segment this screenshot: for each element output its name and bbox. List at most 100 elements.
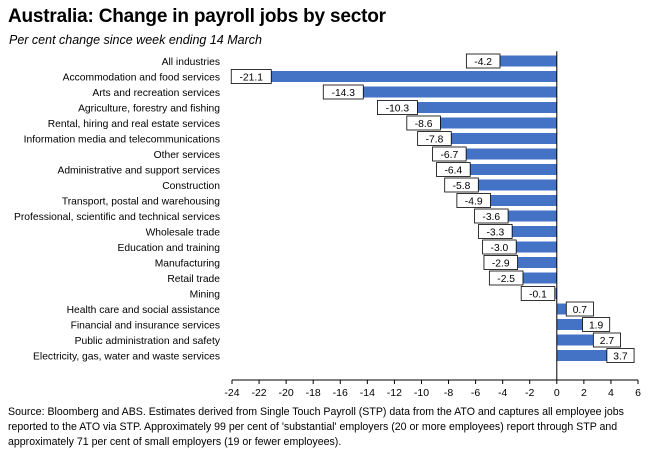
data-label-box bbox=[582, 317, 611, 332]
data-label-box bbox=[483, 255, 518, 270]
category-label: Education and training bbox=[118, 243, 221, 254]
bar bbox=[508, 210, 557, 222]
x-tick-label: -16 bbox=[333, 387, 348, 399]
data-label-box bbox=[474, 208, 509, 224]
category-label: Professional, scientific and technical s… bbox=[14, 212, 220, 223]
data-label-box bbox=[482, 239, 517, 255]
data-label-box bbox=[478, 224, 513, 239]
bar bbox=[363, 86, 557, 98]
chart-title: Australia: Change in payroll jobs by sec… bbox=[8, 6, 386, 27]
category-label: Retail trade bbox=[167, 274, 220, 285]
bar bbox=[271, 71, 557, 82]
data-label-box bbox=[444, 177, 479, 193]
bar-chart: -24 -22 -20 -18 -16 -14 -12 -10 -8 -6 -4 -2 0 2 4 6 All… bbox=[14, 51, 641, 399]
data-label-box bbox=[592, 332, 621, 348]
category-label: Health care and social assistance bbox=[67, 305, 221, 316]
data-label-box bbox=[606, 348, 635, 363]
data-label-box bbox=[322, 84, 364, 100]
category-label: Information media and telecommunications bbox=[24, 135, 220, 146]
x-tick-label: -12 bbox=[387, 387, 402, 399]
bar bbox=[499, 55, 557, 67]
x-tick-label: -22 bbox=[251, 387, 266, 399]
data-label: -3.6 bbox=[482, 212, 500, 223]
data-label: -0.1 bbox=[529, 290, 547, 301]
data-label: 3.7 bbox=[613, 352, 628, 363]
data-label-box bbox=[520, 286, 556, 301]
data-label: -14.3 bbox=[332, 88, 356, 99]
category-label: Financial and insurance services bbox=[71, 321, 220, 332]
data-label: -4.9 bbox=[465, 197, 483, 208]
bar bbox=[556, 303, 567, 315]
data-label-box bbox=[456, 193, 491, 208]
category-label: Administrative and support services bbox=[57, 166, 220, 177]
bar bbox=[522, 272, 557, 284]
category-label: Arts and recreation services bbox=[92, 88, 220, 99]
data-label: -3.0 bbox=[491, 243, 509, 254]
category-label: Public administration and safety bbox=[75, 336, 221, 347]
x-tick-label: 0 bbox=[554, 387, 560, 399]
category-label: Other services bbox=[154, 150, 220, 161]
bar bbox=[466, 148, 557, 160]
x-tick-label: 2 bbox=[581, 387, 587, 399]
data-label: 1.9 bbox=[589, 321, 604, 332]
data-label: -3.3 bbox=[486, 228, 504, 239]
data-label: -2.5 bbox=[497, 274, 515, 285]
category-label: Mining bbox=[190, 290, 221, 301]
data-label-box bbox=[417, 131, 452, 146]
bars-layer bbox=[271, 55, 607, 361]
x-tick-label: -8 bbox=[444, 387, 453, 399]
data-label: -2.9 bbox=[492, 259, 510, 270]
data-label: -6.4 bbox=[445, 166, 463, 177]
data-label: -8.6 bbox=[415, 119, 433, 130]
category-label: Rental, hiring and real estate services bbox=[48, 119, 220, 130]
bar bbox=[556, 350, 607, 361]
category-label: Wholesale trade bbox=[146, 228, 221, 239]
data-label: -7.8 bbox=[426, 135, 444, 146]
data-label: -5.8 bbox=[453, 181, 471, 192]
x-tick-label: 4 bbox=[608, 387, 614, 399]
x-tick-label: -6 bbox=[471, 387, 480, 399]
data-label: -4.2 bbox=[474, 57, 492, 68]
data-label-box bbox=[465, 53, 501, 69]
category-label: Accommodation and food services bbox=[63, 73, 220, 84]
x-tick-label: -14 bbox=[360, 387, 375, 399]
source-note: Source: Bloomberg and ABS. Estimates der… bbox=[8, 406, 624, 448]
data-label-box bbox=[436, 162, 471, 177]
category-label: Transport, postal and warehousing bbox=[62, 197, 220, 208]
x-tick-label: -20 bbox=[279, 387, 294, 399]
data-label-box bbox=[488, 270, 524, 286]
bar bbox=[440, 117, 557, 129]
bar bbox=[512, 226, 557, 237]
bar bbox=[516, 241, 557, 253]
data-label: 2.7 bbox=[600, 336, 615, 347]
axis-layer: -24 -22 -20 -18 -16 -14 -12 -10 -8 -6 -4 -2 0 2 4 6 bbox=[224, 51, 641, 399]
data-label: -21.1 bbox=[240, 73, 264, 84]
bar bbox=[555, 288, 557, 299]
category-label: All industries bbox=[162, 57, 220, 68]
x-tick-label: -24 bbox=[224, 387, 239, 399]
x-tick-label: -10 bbox=[414, 387, 429, 399]
data-label: 0.7 bbox=[573, 305, 588, 316]
bar bbox=[417, 102, 557, 113]
data-label-box bbox=[377, 100, 418, 115]
category-label: Agriculture, forestry and fishing bbox=[78, 104, 220, 115]
data-label-box bbox=[230, 69, 272, 84]
category-label: Construction bbox=[162, 181, 220, 192]
x-tick-label: -2 bbox=[525, 387, 534, 399]
data-label: -6.7 bbox=[440, 150, 458, 161]
category-label: Manufacturing bbox=[155, 259, 221, 270]
bar bbox=[478, 179, 557, 191]
bar bbox=[517, 257, 557, 268]
bar bbox=[490, 195, 557, 206]
category-label: Electricity, gas, water and waste servic… bbox=[33, 352, 220, 363]
labels-layer: All industries -4.2 Accommodation and food… bbox=[14, 53, 635, 363]
data-label-box bbox=[406, 115, 441, 131]
bar bbox=[451, 133, 557, 144]
chart-subtitle: Per cent change since week ending 14 Mar… bbox=[9, 33, 262, 47]
data-label: -10.3 bbox=[386, 104, 410, 115]
bar bbox=[470, 164, 557, 175]
x-tick-label: -18 bbox=[306, 387, 321, 399]
bar bbox=[556, 319, 583, 330]
data-label-box bbox=[565, 301, 594, 317]
data-label-box bbox=[432, 146, 467, 162]
